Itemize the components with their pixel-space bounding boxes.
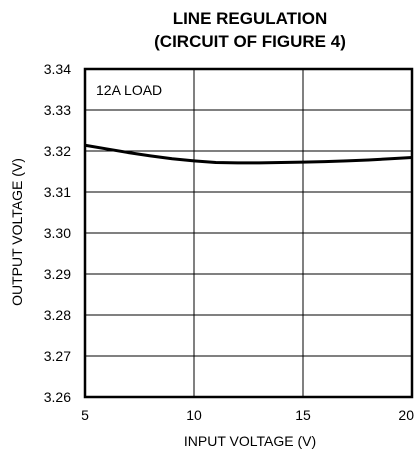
x-tick-label: 5	[81, 407, 89, 423]
plot-frame	[83, 67, 414, 399]
y-tick-labels: 3.26 3.27 3.28 3.29 3.30 3.31 3.32 3.33 3.34	[44, 61, 71, 405]
y-axis-label: OUTPUT VOLTAGE (V)	[9, 158, 25, 306]
y-tick-label: 3.28	[44, 307, 71, 323]
y-tick-label: 3.27	[44, 348, 71, 364]
y-tick-label: 3.31	[44, 184, 71, 200]
chart-title-line-1: LINE REGULATION	[173, 9, 328, 28]
x-tick-label: 15	[295, 407, 311, 423]
y-tick-label: 3.29	[44, 266, 71, 282]
grid-lines	[84, 68, 413, 398]
y-tick-label: 3.26	[44, 389, 71, 405]
load-annotation: 12A LOAD	[96, 82, 162, 98]
chart-title-line-2: (CIRCUIT OF FIGURE 4)	[154, 32, 346, 51]
series-layer	[84, 143, 413, 165]
y-tick-label: 3.34	[44, 61, 71, 77]
x-axis-label: INPUT VOLTAGE (V)	[184, 433, 316, 449]
x-tick-label: 20	[398, 407, 414, 423]
y-tick-label: 3.33	[44, 102, 71, 118]
y-tick-label: 3.32	[44, 143, 71, 159]
y-tick-label: 3.30	[44, 225, 71, 241]
series-line	[84, 143, 413, 165]
x-tick-label: 10	[186, 407, 202, 423]
x-tick-labels: 5 10 15 20	[81, 407, 414, 423]
